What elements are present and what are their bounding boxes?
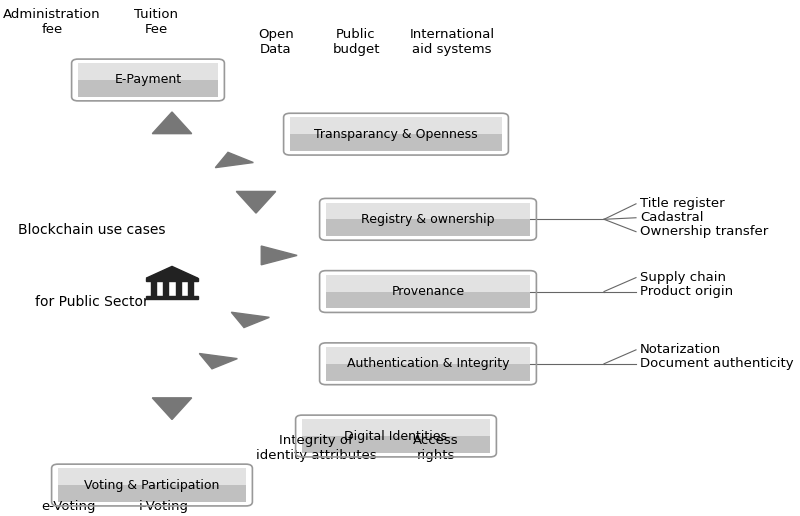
Text: Registry & ownership: Registry & ownership: [362, 213, 494, 226]
FancyBboxPatch shape: [302, 419, 490, 436]
Polygon shape: [152, 112, 192, 134]
Text: E-Payment: E-Payment: [114, 73, 182, 87]
Bar: [151, 280, 156, 296]
Polygon shape: [152, 398, 192, 420]
FancyBboxPatch shape: [290, 118, 502, 134]
Text: Title register: Title register: [640, 197, 725, 211]
Text: Document authenticity: Document authenticity: [640, 357, 794, 370]
Text: Blockchain use cases: Blockchain use cases: [18, 222, 166, 237]
Bar: [163, 280, 168, 296]
Text: for Public Sector: for Public Sector: [35, 295, 149, 309]
Bar: [176, 280, 181, 296]
FancyBboxPatch shape: [58, 469, 246, 485]
Text: Digital Identities: Digital Identities: [345, 429, 447, 443]
Text: Voting & Participation: Voting & Participation: [84, 478, 220, 492]
FancyBboxPatch shape: [326, 219, 530, 236]
Polygon shape: [262, 246, 297, 265]
Text: Public
budget: Public budget: [332, 28, 380, 56]
FancyBboxPatch shape: [58, 485, 246, 502]
FancyBboxPatch shape: [302, 436, 490, 453]
FancyBboxPatch shape: [78, 80, 218, 97]
Text: Provenance: Provenance: [391, 285, 465, 298]
FancyBboxPatch shape: [326, 292, 530, 309]
Text: Notarization: Notarization: [640, 343, 722, 357]
FancyBboxPatch shape: [326, 203, 530, 219]
Bar: [146, 296, 198, 299]
Text: Product origin: Product origin: [640, 285, 733, 298]
Bar: [188, 280, 193, 296]
Polygon shape: [199, 353, 238, 369]
FancyBboxPatch shape: [326, 275, 530, 292]
Text: Open
Data: Open Data: [258, 28, 294, 56]
Text: Transparancy & Openness: Transparancy & Openness: [314, 127, 478, 141]
Polygon shape: [236, 191, 276, 213]
Polygon shape: [215, 152, 254, 168]
Polygon shape: [231, 312, 270, 328]
Text: Cadastral: Cadastral: [640, 211, 703, 224]
FancyBboxPatch shape: [326, 347, 530, 364]
Text: Tuition
Fee: Tuition Fee: [134, 8, 178, 36]
Text: Ownership transfer: Ownership transfer: [640, 225, 768, 238]
Bar: [146, 278, 198, 281]
FancyBboxPatch shape: [290, 134, 502, 151]
FancyBboxPatch shape: [326, 364, 530, 381]
Text: Authentication & Integrity: Authentication & Integrity: [346, 357, 510, 370]
Text: International
aid systems: International aid systems: [410, 28, 494, 56]
Polygon shape: [146, 266, 198, 278]
Text: Access
rights: Access rights: [413, 434, 459, 462]
Text: Supply chain: Supply chain: [640, 271, 726, 284]
FancyBboxPatch shape: [78, 63, 218, 80]
Text: e-Voting: e-Voting: [41, 501, 95, 513]
Text: Administration
fee: Administration fee: [3, 8, 101, 36]
Text: Integrity of
identity attributes: Integrity of identity attributes: [256, 434, 376, 462]
Text: i-Voting: i-Voting: [139, 501, 189, 513]
